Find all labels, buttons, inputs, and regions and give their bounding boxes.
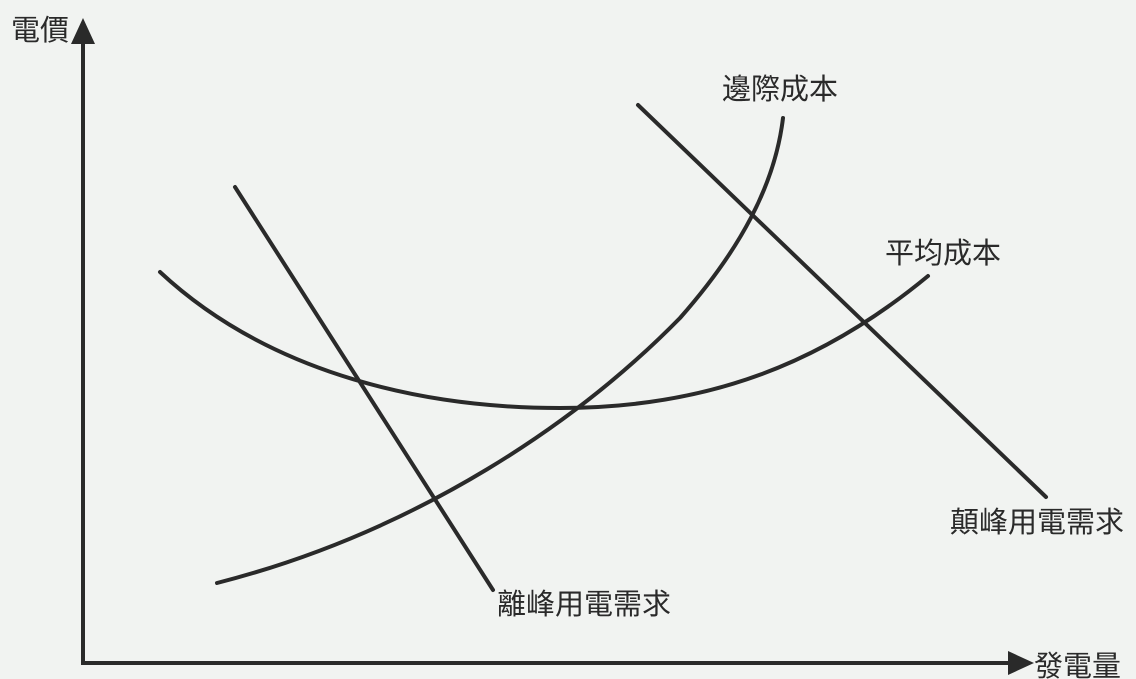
x-axis-arrow [1008,651,1034,675]
peak-demand-line [636,103,1048,499]
y-axis-arrow [71,18,95,44]
marginal-cost-label: 邊際成本 [722,72,838,106]
y-axis-label: 電價 [11,13,69,47]
average-cost-curve [158,270,930,410]
offpeak-demand-label: 離峰用電需求 [497,587,671,621]
peak-demand-label: 顛峰用電需求 [950,505,1124,539]
marginal-cost-curve [215,116,785,585]
x-axis-label: 發電量 [1034,649,1121,679]
offpeak-demand-line [233,185,495,592]
average-cost-label: 平均成本 [885,236,1001,270]
